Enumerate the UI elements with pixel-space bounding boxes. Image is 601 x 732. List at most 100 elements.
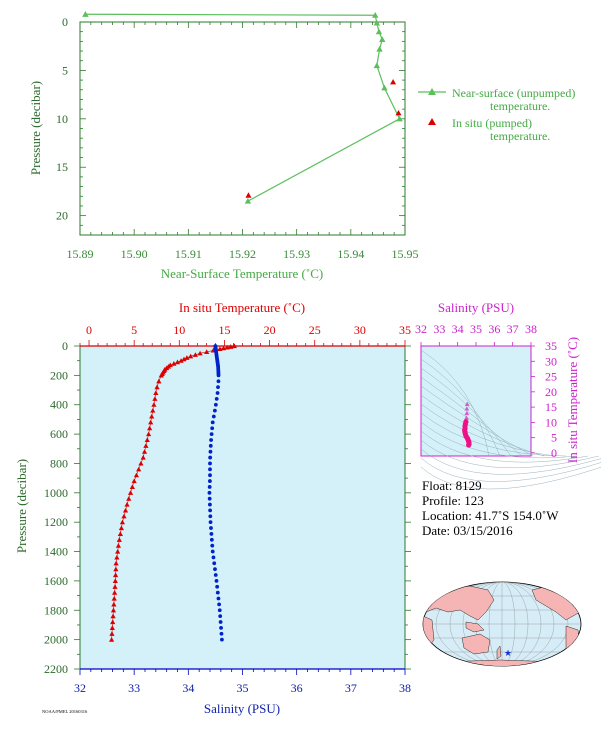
salinity-point xyxy=(208,520,213,525)
ts-y-tick-label: 25 xyxy=(545,370,557,384)
ts-point xyxy=(464,415,469,420)
near-surface-point xyxy=(396,115,403,122)
salinity-point xyxy=(209,526,213,530)
near-surface-y-tick-labels: 0 5 10 15 20 xyxy=(56,15,68,223)
profile-plot-area xyxy=(79,345,406,670)
salinity-point xyxy=(213,402,218,407)
ts-x-tick-label: 36 xyxy=(488,322,500,336)
temperature-point xyxy=(231,343,237,349)
float-info: Float: 8129 Profile: 123 Location: 41.7˚… xyxy=(422,478,559,538)
temperature-point xyxy=(127,490,134,495)
density-contour xyxy=(420,385,534,457)
salinity-point xyxy=(210,420,215,425)
temperature-point xyxy=(181,356,187,362)
temperature-point xyxy=(178,358,184,363)
ts-markers xyxy=(462,401,472,448)
near-surface-plot-frame xyxy=(79,21,406,236)
temperature-point xyxy=(115,548,121,554)
density-contour xyxy=(420,376,523,457)
ts-density-contours xyxy=(420,349,601,490)
salinity-point xyxy=(216,596,221,601)
density-contour xyxy=(420,430,589,463)
temperature-point xyxy=(149,413,155,419)
salinity-point xyxy=(208,449,213,454)
salinity-point xyxy=(220,637,224,642)
temperature-point xyxy=(138,460,144,466)
salinity-point xyxy=(213,573,218,577)
salinity-point xyxy=(209,432,214,436)
legend-triangle-icon-in-situ xyxy=(428,118,436,125)
x-tick-label: 15.91 xyxy=(175,247,202,261)
profile-top-axis-label: In situ Temperature (˚C) xyxy=(179,300,305,315)
temperature-point xyxy=(111,601,117,607)
temperature-profile-markers xyxy=(108,343,237,642)
temperature-point xyxy=(158,372,164,378)
in-situ-point xyxy=(245,192,252,198)
y-tick-label: 800 xyxy=(50,456,68,470)
salinity-point xyxy=(215,584,220,589)
temperature-point xyxy=(116,537,122,542)
bottom-tick-label: 34 xyxy=(182,681,194,695)
top-tick-label: 0 xyxy=(86,323,92,337)
temperature-point xyxy=(150,408,156,413)
top-tick-label: 10 xyxy=(173,323,185,337)
temperature-point xyxy=(144,437,150,443)
bottom-tick-label: 37 xyxy=(345,681,357,695)
location: Location: 41.7˚S 154.0˚W xyxy=(422,508,559,523)
y-tick-label: 0 xyxy=(62,339,68,353)
float-id: Float: 8129 xyxy=(422,478,482,493)
temperature-point xyxy=(115,543,122,548)
salinity-point xyxy=(207,485,212,489)
ts-y-tick-label: 10 xyxy=(545,415,557,429)
salinity-point xyxy=(217,608,222,613)
temperature-point xyxy=(217,346,223,352)
y-tick-label: 5 xyxy=(62,63,68,77)
top-tick-label: 25 xyxy=(309,323,321,337)
salinity-point xyxy=(216,379,221,384)
in-situ-markers xyxy=(245,79,402,198)
legend-label-near-surface-2: temperature. xyxy=(490,99,550,113)
y-tick-label: 400 xyxy=(50,398,68,412)
temperature-point xyxy=(112,578,118,583)
salinity-point xyxy=(212,561,217,566)
y-tick-label: 10 xyxy=(56,112,68,126)
temperature-point xyxy=(124,501,130,507)
top-tick-label: 35 xyxy=(399,323,411,337)
near-surface-point xyxy=(372,12,379,18)
near-surface-point xyxy=(373,19,381,26)
temperature-point xyxy=(184,355,190,360)
profile-ticks xyxy=(74,340,411,675)
salinity-point xyxy=(219,631,224,636)
top-tick-label: 15 xyxy=(218,323,230,337)
near-surface-series-line xyxy=(85,13,401,202)
temperature-point xyxy=(220,345,227,351)
temperature-point xyxy=(119,519,126,525)
salinity-point xyxy=(208,461,212,466)
salinity-point xyxy=(212,408,217,413)
bottom-tick-label: 32 xyxy=(74,681,86,695)
density-contour xyxy=(420,394,545,457)
near-surface-point xyxy=(379,36,386,42)
salinity-point xyxy=(208,514,213,519)
near-surface-point xyxy=(82,11,89,17)
near-surface-x-axis-label: Near-Surface Temperature (˚C) xyxy=(161,266,323,281)
float-location-star-icon: ★ xyxy=(504,648,512,658)
near-surface-point xyxy=(375,28,383,35)
salinity-point xyxy=(210,549,215,554)
ts-x-tick-label: 37 xyxy=(507,322,519,336)
salinity-point xyxy=(207,502,212,507)
y-tick-label: 1800 xyxy=(44,603,68,617)
ts-point xyxy=(466,442,472,448)
near-surface-point xyxy=(373,62,381,69)
date: Date: 03/15/2016 xyxy=(422,523,513,538)
ts-y-tick-label: 35 xyxy=(545,339,557,353)
temperature-point xyxy=(109,625,115,630)
salinity-point xyxy=(209,532,214,536)
temperature-point xyxy=(148,419,154,425)
salinity-point xyxy=(217,602,222,607)
ts-x-tick-label: 35 xyxy=(470,322,482,336)
ts-y-tick-label: 30 xyxy=(545,354,557,368)
ts-x-tick-label: 34 xyxy=(452,322,464,336)
profile-top-tick-labels: 0 5 10 15 20 25 30 35 xyxy=(86,323,411,337)
y-tick-label: 1200 xyxy=(44,515,68,529)
